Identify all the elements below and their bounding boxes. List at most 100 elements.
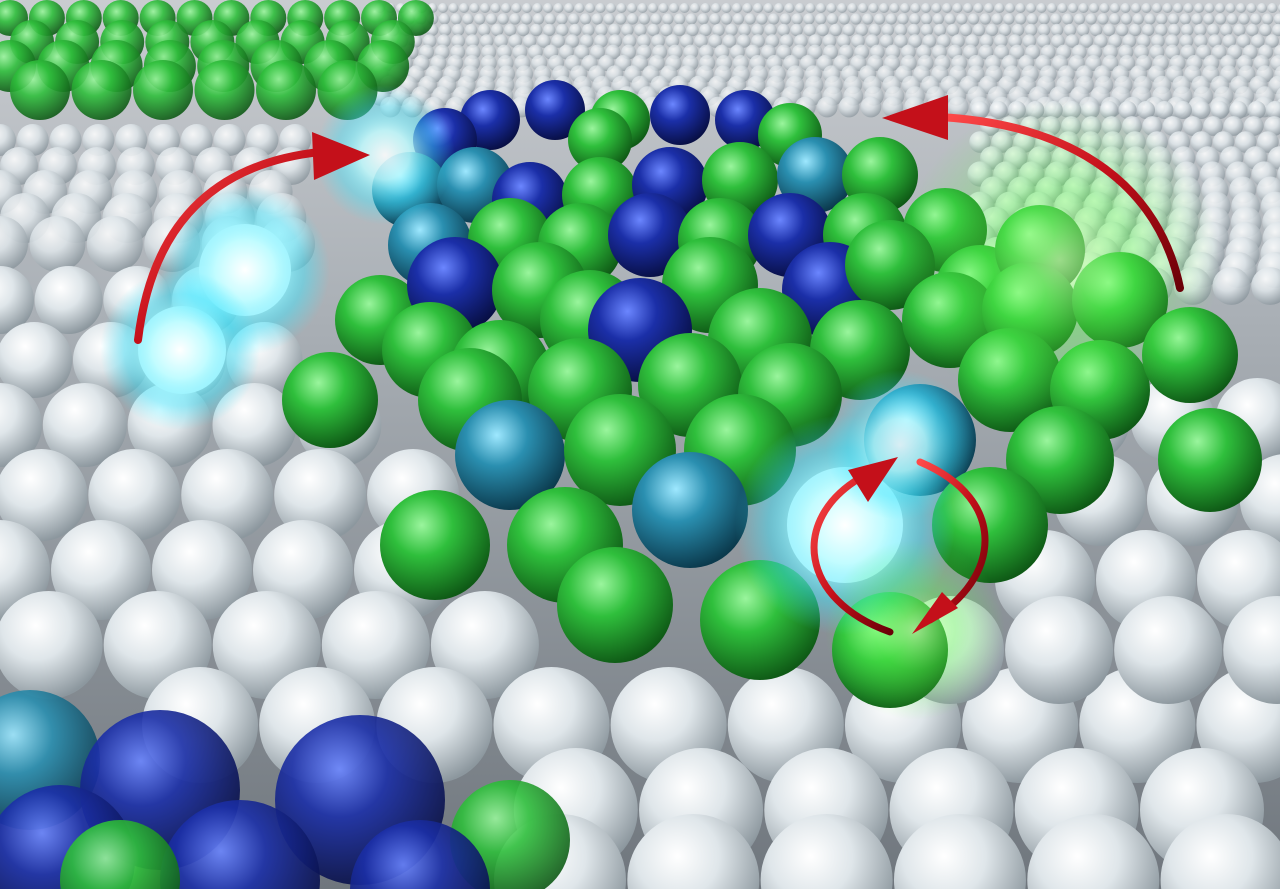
- far-white-sphere: [479, 34, 494, 48]
- white-sphere: [0, 266, 34, 334]
- far-white-sphere: [768, 13, 780, 25]
- far-white-sphere: [922, 34, 937, 48]
- far-white-sphere: [1167, 13, 1180, 25]
- far-white-sphere: [651, 34, 665, 48]
- green-sphere: [282, 352, 378, 448]
- far-white-sphere: [1132, 13, 1144, 25]
- far-white-sphere: [1233, 23, 1246, 37]
- far-white-sphere: [1196, 44, 1212, 60]
- far-white-sphere: [569, 23, 582, 37]
- arrowhead-left: [312, 132, 370, 180]
- far-white-sphere: [699, 23, 712, 37]
- far-white-sphere: [709, 13, 721, 25]
- far-white-sphere: [530, 23, 543, 37]
- far-white-sphere: [837, 3, 847, 13]
- far-white-sphere: [816, 23, 829, 37]
- far-white-sphere: [952, 3, 963, 13]
- far-white-sphere: [582, 23, 595, 37]
- far-white-sphere: [1203, 13, 1215, 25]
- far-white-sphere: [984, 3, 994, 13]
- far-white-sphere: [732, 3, 742, 13]
- far-white-sphere: [1089, 3, 1099, 13]
- far-white-sphere: [1211, 44, 1227, 60]
- glow-right-green: [900, 100, 1220, 420]
- far-white-sphere: [451, 23, 465, 37]
- far-white-sphere: [965, 34, 980, 48]
- far-white-sphere: [1065, 34, 1080, 48]
- far-white-sphere: [862, 13, 874, 25]
- far-white-sphere: [908, 34, 922, 48]
- far-white-sphere: [865, 34, 880, 48]
- foreground-green-sphere: [60, 820, 180, 889]
- teal-sphere: [455, 400, 565, 510]
- far-white-sphere: [660, 23, 673, 37]
- far-white-sphere: [784, 3, 795, 13]
- far-white-sphere: [751, 34, 765, 48]
- far-white-sphere: [1037, 23, 1051, 37]
- white-sphere: [0, 322, 73, 398]
- far-white-sphere: [574, 44, 590, 60]
- far-white-sphere: [1214, 13, 1227, 25]
- far-white-sphere: [637, 34, 651, 48]
- white-sphere: [34, 266, 103, 334]
- far-white-sphere: [803, 13, 815, 25]
- far-white-sphere: [1089, 23, 1103, 37]
- far-white-sphere: [879, 34, 894, 48]
- far-white-sphere: [994, 44, 1009, 60]
- far-white-sphere: [1251, 34, 1265, 48]
- green-sphere: [133, 60, 193, 120]
- far-white-sphere: [932, 13, 944, 25]
- far-white-sphere: [826, 13, 839, 25]
- white-sphere: [1223, 596, 1280, 704]
- far-white-sphere: [1109, 13, 1121, 25]
- far-white-sphere: [1236, 34, 1251, 48]
- far-white-sphere: [606, 3, 616, 13]
- far-white-sphere: [1144, 13, 1156, 25]
- far-white-sphere: [451, 34, 466, 48]
- glow-left-bottom: [100, 270, 260, 430]
- glow-top-cyan: [315, 85, 455, 225]
- far-white-sphere: [494, 34, 508, 48]
- white-sphere: [51, 520, 151, 620]
- far-white-sphere: [1229, 101, 1248, 119]
- far-white-sphere: [968, 13, 980, 25]
- far-white-sphere: [553, 3, 564, 13]
- far-white-sphere: [1155, 23, 1168, 37]
- far-white-sphere: [521, 13, 533, 25]
- teal-sphere: [632, 452, 748, 568]
- far-white-sphere: [1223, 116, 1244, 136]
- far-white-sphere: [1156, 13, 1168, 25]
- far-white-sphere: [1038, 13, 1050, 25]
- far-white-sphere: [674, 13, 686, 25]
- far-white-sphere: [737, 34, 751, 48]
- far-white-sphere: [1225, 3, 1236, 13]
- far-white-sphere: [694, 34, 708, 48]
- far-white-sphere: [594, 34, 608, 48]
- far-white-sphere: [532, 3, 543, 13]
- far-white-sphere: [544, 13, 556, 25]
- far-white-sphere: [897, 13, 909, 25]
- far-white-sphere: [568, 13, 580, 25]
- far-white-sphere: [1085, 13, 1097, 25]
- far-white-sphere: [647, 23, 660, 37]
- far-white-sphere: [574, 3, 585, 13]
- far-white-sphere: [1122, 34, 1137, 48]
- far-white-sphere: [855, 23, 868, 37]
- far-white-sphere: [900, 3, 910, 13]
- far-white-sphere: [907, 23, 921, 37]
- far-white-sphere: [1220, 23, 1233, 37]
- far-white-sphere: [679, 3, 690, 13]
- far-white-sphere: [564, 3, 574, 13]
- far-white-sphere: [501, 3, 511, 13]
- far-white-sphere: [1259, 23, 1272, 37]
- far-white-sphere: [994, 3, 1005, 13]
- far-white-sphere: [1250, 13, 1262, 25]
- white-sphere: [1027, 814, 1160, 889]
- far-white-sphere: [616, 3, 627, 13]
- far-white-sphere: [1246, 23, 1259, 37]
- far-white-sphere: [556, 23, 569, 37]
- far-white-sphere: [868, 23, 881, 37]
- far-white-sphere: [648, 3, 658, 13]
- far-white-sphere: [920, 13, 933, 25]
